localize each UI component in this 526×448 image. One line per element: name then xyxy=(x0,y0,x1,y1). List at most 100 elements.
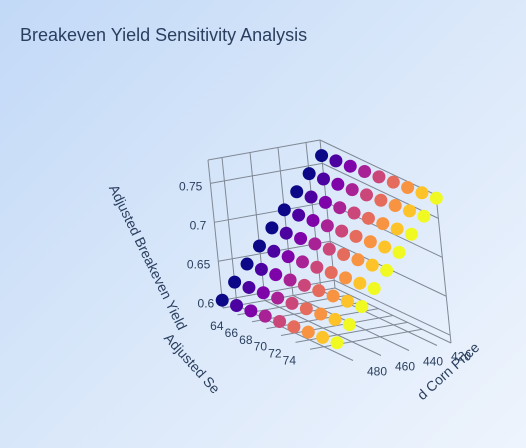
point xyxy=(281,250,295,264)
x-tick-label: 420 xyxy=(451,350,471,364)
point xyxy=(331,177,345,191)
point xyxy=(285,296,299,310)
point xyxy=(299,302,313,316)
point xyxy=(349,229,363,243)
point xyxy=(360,188,374,202)
point xyxy=(283,273,297,287)
box-edge xyxy=(207,159,224,309)
point xyxy=(230,299,244,313)
point xyxy=(324,266,338,280)
point xyxy=(380,263,394,277)
z-tick-label: 0.75 xyxy=(179,180,203,194)
y-grid-line xyxy=(295,321,408,343)
z-grid-line xyxy=(333,279,451,336)
x-axis-title: d Corn Price xyxy=(414,339,483,403)
y-tick-label: 74 xyxy=(283,353,297,367)
point xyxy=(215,293,229,307)
point xyxy=(363,235,377,249)
point xyxy=(317,172,330,186)
y-tick-label: 72 xyxy=(268,347,282,361)
point xyxy=(240,257,254,271)
point xyxy=(308,237,322,251)
point xyxy=(256,286,270,300)
point xyxy=(287,320,301,334)
point xyxy=(296,255,309,269)
z-grid-line xyxy=(214,201,327,223)
z-tick-label: 0.65 xyxy=(187,257,211,271)
point xyxy=(269,268,283,282)
box-edge xyxy=(207,139,321,161)
point xyxy=(328,312,342,326)
point xyxy=(312,284,326,298)
point xyxy=(302,167,316,181)
point xyxy=(340,294,354,308)
point xyxy=(265,221,279,235)
point xyxy=(358,165,372,179)
point xyxy=(361,211,375,225)
point xyxy=(273,314,287,328)
x-tick-label: 440 xyxy=(423,355,443,369)
x-grid-line xyxy=(277,147,294,296)
point xyxy=(320,219,334,233)
point xyxy=(388,199,402,213)
point xyxy=(258,309,272,323)
point xyxy=(401,180,415,194)
point xyxy=(242,280,256,294)
y-tick-label: 68 xyxy=(239,333,253,347)
point xyxy=(404,227,418,241)
point xyxy=(304,190,318,204)
point xyxy=(342,318,356,332)
point xyxy=(254,262,268,276)
z-grid-line xyxy=(210,162,323,184)
point xyxy=(329,154,343,168)
point xyxy=(417,209,431,223)
point xyxy=(374,193,388,207)
point xyxy=(310,260,324,274)
y-axis-title: Adjusted Se xyxy=(161,330,224,397)
point xyxy=(228,275,242,289)
point xyxy=(392,245,406,259)
point xyxy=(294,232,308,246)
point xyxy=(271,291,285,305)
x-grid-line xyxy=(249,152,266,301)
z-tick-label: 0.7 xyxy=(190,218,207,232)
x-tick-label: 460 xyxy=(395,360,415,374)
z-tick-label: 0.6 xyxy=(198,296,215,310)
y-tick-label: 64 xyxy=(210,319,224,333)
point xyxy=(322,242,336,256)
z-grid-line xyxy=(222,279,335,301)
point xyxy=(306,213,320,227)
point xyxy=(316,330,330,344)
point xyxy=(415,186,429,200)
point xyxy=(386,175,400,189)
box-edge xyxy=(319,139,437,196)
point xyxy=(290,185,304,199)
point xyxy=(390,222,404,236)
point xyxy=(351,253,365,267)
y-grid-line xyxy=(309,328,423,350)
point xyxy=(376,217,390,231)
x-tick-label: 480 xyxy=(367,365,387,379)
point xyxy=(292,208,306,222)
point xyxy=(267,244,281,258)
point xyxy=(337,247,351,261)
box-edge xyxy=(319,139,336,289)
point xyxy=(301,325,315,339)
chart-title: Breakeven Yield Sensitivity Analysis xyxy=(20,25,307,45)
point xyxy=(429,191,443,205)
point xyxy=(326,289,340,303)
point xyxy=(378,240,392,254)
point xyxy=(347,206,361,220)
z-axis-title: Adjusted Breakeven Yield xyxy=(106,182,190,332)
y-tick-label: 66 xyxy=(225,326,239,340)
point xyxy=(244,304,258,318)
point xyxy=(333,201,347,215)
point xyxy=(343,159,357,173)
point xyxy=(353,276,367,290)
point xyxy=(339,271,353,285)
point xyxy=(372,170,386,184)
box-edge xyxy=(435,194,452,344)
point xyxy=(252,239,266,253)
point xyxy=(318,195,332,209)
